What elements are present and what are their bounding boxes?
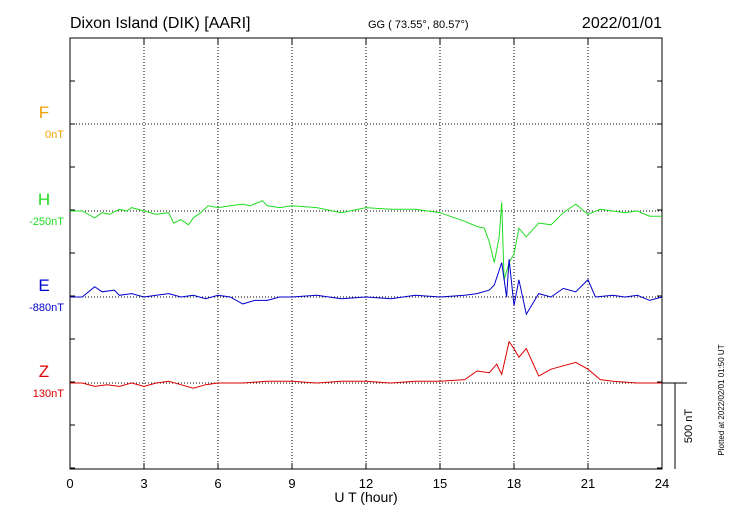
- component-baseline-f: 0nT: [45, 129, 64, 141]
- plot-date: 2022/01/01: [582, 15, 662, 32]
- series-line-e: [70, 259, 663, 316]
- component-labels: F 0nT H -250nT E -880nT Z 130nT: [29, 103, 64, 400]
- x-tick-label: 0: [66, 476, 73, 491]
- x-axis-label: U T (hour): [334, 489, 397, 505]
- component-baseline-h: -250nT: [29, 216, 64, 228]
- x-tick-label: 3: [140, 476, 147, 491]
- x-tick-label: 24: [655, 476, 669, 491]
- series-group: [70, 200, 663, 389]
- x-tick-label: 15: [433, 476, 447, 491]
- station-title: Dixon Island (DIK) [AARI]: [70, 15, 251, 32]
- geo-coords: GG ( 73.55°, 80.57°): [368, 19, 469, 31]
- x-tick-label: 12: [359, 476, 373, 491]
- plotted-timestamp: Plotted at 2022/02/01 01:50 UT: [717, 344, 726, 455]
- x-tick-labels: 0 3 6 9 12 15 18 21 24: [66, 476, 669, 491]
- component-label-f: F: [39, 103, 49, 122]
- scale-bar-label: 500 nT: [683, 409, 695, 444]
- plot-frame: [69, 37, 663, 470]
- component-baseline-e: -880nT: [29, 302, 64, 314]
- grid: [69, 37, 663, 469]
- component-label-z: Z: [39, 362, 49, 381]
- component-baseline-z: 130nT: [33, 388, 64, 400]
- series-line-z: [70, 340, 662, 389]
- series-line-h: [70, 200, 662, 280]
- scale-bar: 500 nT: [662, 382, 695, 469]
- x-tick-label: 9: [288, 476, 295, 491]
- x-tick-label: 21: [581, 476, 595, 491]
- x-tick-label: 6: [214, 476, 221, 491]
- x-tick-label: 18: [507, 476, 521, 491]
- component-label-e: E: [38, 276, 49, 295]
- component-label-h: H: [38, 190, 50, 209]
